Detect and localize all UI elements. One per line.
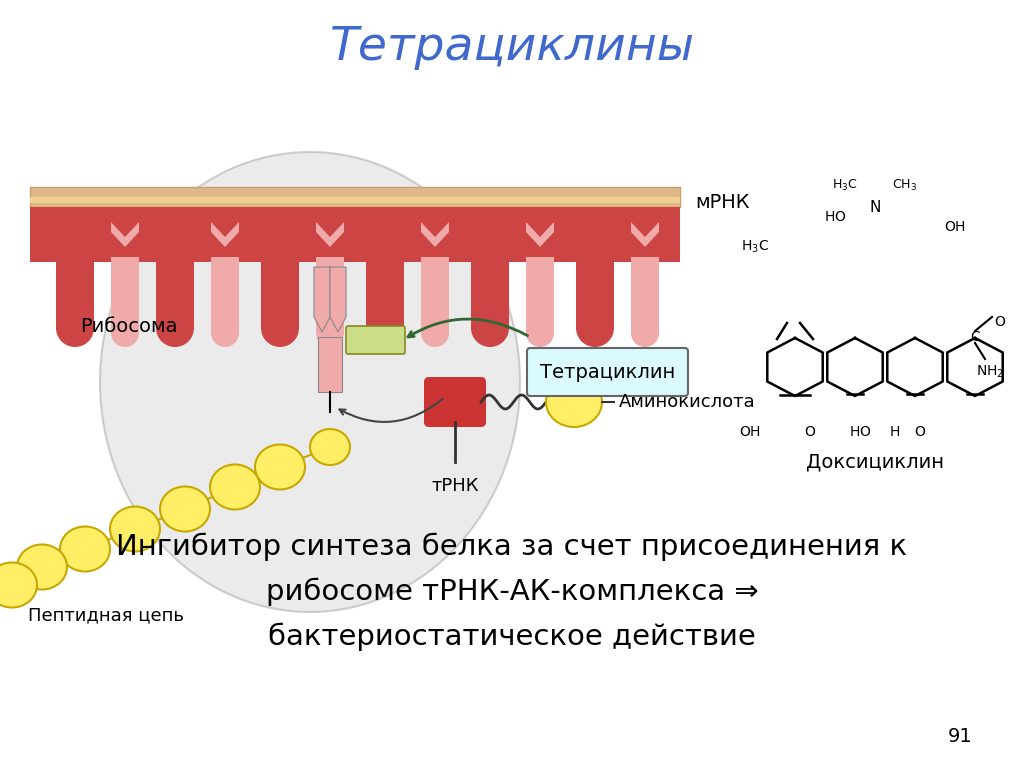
FancyBboxPatch shape bbox=[424, 377, 486, 427]
Ellipse shape bbox=[575, 309, 614, 347]
Text: $\mathsf{C}$: $\mathsf{C}$ bbox=[970, 330, 980, 344]
Bar bbox=[56, 257, 94, 328]
Bar bbox=[111, 257, 139, 333]
Text: 91: 91 bbox=[947, 728, 973, 746]
Ellipse shape bbox=[310, 429, 350, 465]
Ellipse shape bbox=[17, 545, 67, 590]
Text: $\mathsf{NH_2}$: $\mathsf{NH_2}$ bbox=[976, 364, 1005, 380]
Bar bbox=[471, 257, 509, 328]
Text: $\mathsf{H_3C}$: $\mathsf{H_3C}$ bbox=[741, 239, 769, 255]
Polygon shape bbox=[314, 267, 330, 332]
Polygon shape bbox=[421, 222, 449, 247]
Bar bbox=[575, 257, 614, 328]
Text: $\mathsf{H}$: $\mathsf{H}$ bbox=[890, 425, 900, 439]
FancyBboxPatch shape bbox=[527, 348, 688, 396]
Ellipse shape bbox=[110, 506, 160, 551]
Bar bbox=[211, 257, 239, 333]
Text: Рибосома: Рибосома bbox=[80, 318, 177, 337]
Ellipse shape bbox=[546, 377, 602, 427]
Ellipse shape bbox=[255, 445, 305, 489]
Text: бактериостатическое действие: бактериостатическое действие bbox=[268, 623, 756, 651]
Text: Аминокислота: Аминокислота bbox=[618, 393, 756, 411]
Text: $\mathsf{OH}$: $\mathsf{OH}$ bbox=[739, 425, 761, 439]
Text: $\mathsf{OH}$: $\mathsf{OH}$ bbox=[944, 220, 966, 234]
Polygon shape bbox=[111, 222, 139, 247]
Text: Тетрациклины: Тетрациклины bbox=[330, 25, 694, 70]
Ellipse shape bbox=[111, 319, 139, 347]
Ellipse shape bbox=[316, 319, 344, 347]
Ellipse shape bbox=[631, 319, 659, 347]
Polygon shape bbox=[631, 222, 659, 247]
Text: $\mathsf{O}$: $\mathsf{O}$ bbox=[914, 425, 926, 439]
Ellipse shape bbox=[526, 319, 554, 347]
Text: $\mathsf{O}$: $\mathsf{O}$ bbox=[994, 315, 1006, 329]
Ellipse shape bbox=[56, 309, 94, 347]
Text: $\mathsf{H_3C}$: $\mathsf{H_3C}$ bbox=[833, 177, 858, 193]
Polygon shape bbox=[316, 222, 344, 247]
Ellipse shape bbox=[100, 152, 520, 612]
Bar bbox=[631, 257, 659, 333]
Ellipse shape bbox=[211, 319, 239, 347]
Ellipse shape bbox=[160, 486, 210, 532]
Bar bbox=[156, 257, 194, 328]
Text: $\mathsf{HO}$: $\mathsf{HO}$ bbox=[849, 425, 871, 439]
Text: $\mathsf{O}$: $\mathsf{O}$ bbox=[804, 425, 816, 439]
Ellipse shape bbox=[210, 465, 260, 509]
Bar bbox=[421, 257, 449, 333]
Ellipse shape bbox=[156, 309, 194, 347]
Bar bbox=[526, 257, 554, 333]
Text: мРНК: мРНК bbox=[695, 193, 750, 212]
Ellipse shape bbox=[366, 309, 404, 347]
Ellipse shape bbox=[60, 526, 110, 571]
Text: $\mathsf{N}$: $\mathsf{N}$ bbox=[869, 199, 881, 215]
Text: $\mathsf{CH_3}$: $\mathsf{CH_3}$ bbox=[893, 177, 918, 193]
Text: Пептидная цепь: Пептидная цепь bbox=[28, 606, 184, 624]
Polygon shape bbox=[330, 267, 346, 332]
Polygon shape bbox=[211, 222, 239, 247]
Text: рибосоме тРНК-АК-комплекса ⇒: рибосоме тРНК-АК-комплекса ⇒ bbox=[265, 578, 759, 606]
Ellipse shape bbox=[421, 319, 449, 347]
Bar bbox=[316, 257, 344, 333]
Text: Ингибитор синтеза белка за счет присоединения к: Ингибитор синтеза белка за счет присоеди… bbox=[117, 533, 907, 561]
Bar bbox=[366, 257, 404, 328]
Text: Доксициклин: Доксициклин bbox=[806, 453, 944, 472]
Text: Тетрациклин: Тетрациклин bbox=[540, 363, 675, 381]
FancyBboxPatch shape bbox=[346, 326, 406, 354]
Bar bbox=[30, 197, 680, 203]
Bar bbox=[30, 207, 680, 262]
Bar bbox=[318, 337, 342, 392]
Polygon shape bbox=[526, 222, 554, 247]
Ellipse shape bbox=[0, 562, 37, 607]
Ellipse shape bbox=[471, 309, 509, 347]
Bar bbox=[30, 187, 680, 207]
Bar bbox=[261, 257, 299, 328]
Text: $\mathsf{HO}$: $\mathsf{HO}$ bbox=[823, 210, 846, 224]
Text: тРНК: тРНК bbox=[431, 477, 479, 495]
Ellipse shape bbox=[261, 309, 299, 347]
